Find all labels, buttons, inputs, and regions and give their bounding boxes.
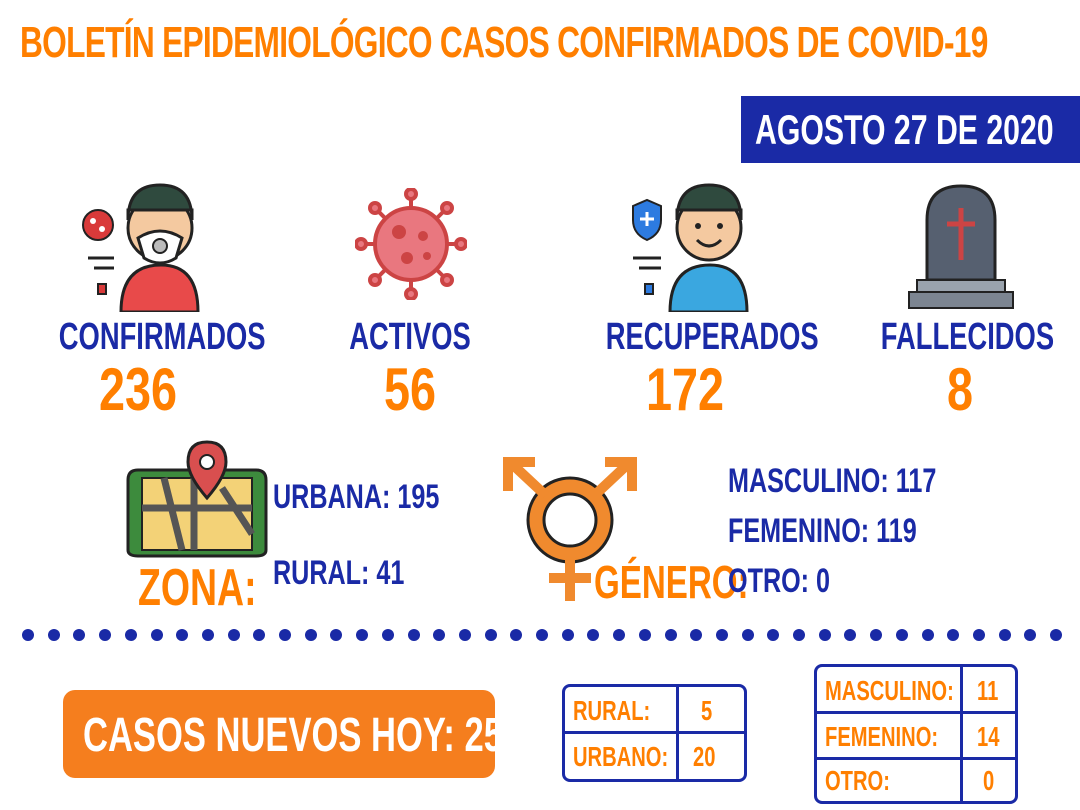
- virus-icon: [355, 188, 467, 300]
- genero-otro: OTRO: 0: [728, 562, 831, 600]
- divider-dot: [741, 629, 754, 641]
- stat-confirmados: CONFIRMADOS 236: [28, 316, 266, 424]
- table-row-label: RURAL:: [573, 695, 651, 726]
- divider-dot: [818, 629, 831, 641]
- divider-dot: [330, 629, 343, 641]
- table-row-label: OTRO:: [825, 765, 890, 796]
- table-row-value: 20: [693, 741, 716, 772]
- dotted-divider: [22, 629, 1072, 643]
- date-banner: AGOSTO 27 DE 2020: [741, 96, 1080, 163]
- divider-dot: [99, 629, 112, 641]
- gender-table: MASCULINO: 11 FEMENINO: 14 OTRO: 0: [814, 664, 1018, 804]
- tombstone-icon: [908, 184, 1014, 309]
- divider-dot: [972, 629, 985, 641]
- divider-dot: [73, 629, 86, 641]
- recovered-person-icon: [632, 183, 749, 312]
- divider-dot: [227, 629, 240, 641]
- gender-symbol-icon: [503, 456, 637, 601]
- divider-dot: [793, 629, 805, 641]
- divider-dot: [998, 629, 1011, 641]
- table-row-value: 14: [977, 721, 1000, 752]
- zona-urbana: URBANA: 195: [273, 478, 440, 516]
- divider-dot: [484, 629, 497, 641]
- stat-recuperados: RECUPERADOS 172: [575, 316, 819, 424]
- zona-rural: RURAL: 41: [273, 554, 405, 592]
- divider-dot: [510, 629, 523, 641]
- page-title: BOLETÍN EPIDEMIOLÓGICO CASOS CONFIRMADOS…: [20, 18, 988, 67]
- table-row-value: 5: [701, 695, 713, 726]
- divider-dot: [870, 629, 883, 641]
- divider-dot: [433, 629, 446, 641]
- stat-activos: ACTIVOS 56: [300, 316, 520, 424]
- stat-value: 56: [383, 356, 437, 423]
- divider-dot: [690, 629, 703, 641]
- table-row-label: URBANO:: [573, 741, 669, 772]
- genero-femenino: FEMENINO: 119: [728, 512, 917, 550]
- divider-dot: [561, 629, 574, 641]
- stat-label: CONFIRMADOS: [58, 316, 266, 358]
- divider-dot: [253, 629, 266, 641]
- divider-dot: [458, 629, 471, 641]
- genero-title: GÉNERO:: [594, 556, 749, 608]
- divider-dot: [279, 629, 291, 641]
- divider-dot: [767, 629, 780, 641]
- masked-person-icon: [82, 183, 200, 312]
- stat-fallecidos: FALLECIDOS 8: [850, 316, 1070, 424]
- divider-dot: [638, 629, 651, 641]
- divider-dot: [587, 629, 600, 641]
- divider-dot: [844, 629, 857, 641]
- divider-dot: [201, 629, 214, 641]
- divider-dot: [536, 629, 548, 641]
- divider-dot: [22, 629, 34, 641]
- table-row-value: 0: [983, 765, 995, 796]
- date-text: AGOSTO 27 DE 2020: [755, 106, 1054, 153]
- new-cases-box: CASOS NUEVOS HOY: 25: [63, 690, 503, 778]
- table-row-value: 11: [977, 675, 999, 706]
- stat-value: 236: [98, 356, 178, 423]
- divider-dot: [176, 629, 189, 641]
- divider-dot: [613, 629, 626, 641]
- divider-dot: [407, 629, 420, 641]
- divider-dot: [304, 629, 317, 641]
- table-row-label: MASCULINO:: [825, 675, 954, 706]
- stat-label: ACTIVOS: [349, 316, 471, 358]
- divider-dot: [895, 629, 908, 641]
- divider-dot: [381, 629, 394, 641]
- divider-dot: [921, 629, 934, 641]
- genero-masculino: MASCULINO: 117: [728, 462, 937, 500]
- divider-dot: [947, 629, 960, 641]
- divider-dot: [124, 629, 137, 641]
- divider-dot: [715, 629, 728, 641]
- table-row-label: FEMENINO:: [825, 721, 939, 752]
- map-pin-icon: [126, 440, 268, 558]
- divider-dot: [47, 629, 60, 641]
- stat-value: 8: [946, 356, 974, 423]
- divider-dot: [1050, 629, 1062, 641]
- zona-title: ZONA:: [138, 559, 257, 617]
- divider-dot: [1024, 629, 1037, 641]
- stat-label: RECUPERADOS: [605, 316, 819, 358]
- stat-label: FALLECIDOS: [880, 316, 1055, 358]
- new-cases-label: CASOS NUEVOS HOY: 25: [83, 709, 503, 762]
- zone-table: RURAL: 5 URBANO: 20: [562, 684, 747, 782]
- divider-dot: [664, 629, 677, 641]
- stat-value: 172: [645, 356, 725, 423]
- divider-dot: [150, 629, 163, 641]
- divider-dot: [356, 629, 369, 641]
